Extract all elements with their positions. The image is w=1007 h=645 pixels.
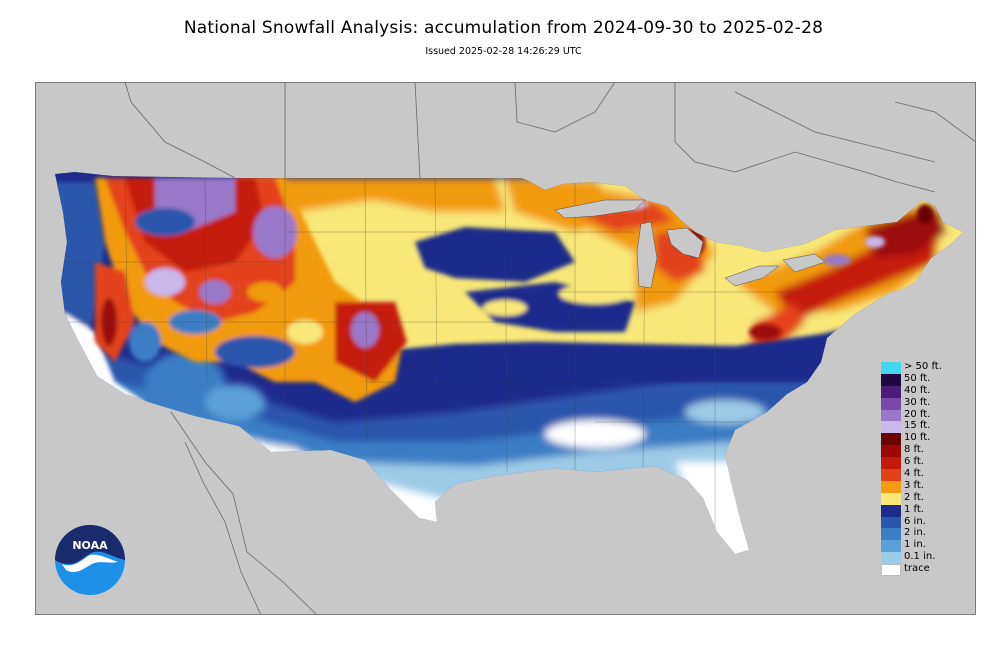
map-title: National Snowfall Analysis: accumulation… xyxy=(183,18,824,38)
legend-item: 10 ft. xyxy=(881,432,961,446)
legend-swatch xyxy=(881,528,901,541)
legend-item: 6 in. xyxy=(881,515,961,529)
legend-label: 40 ft. xyxy=(904,384,931,396)
legend-swatch xyxy=(881,480,901,493)
legend-label: 10 ft. xyxy=(904,432,931,444)
legend-swatch xyxy=(881,421,901,434)
legend-swatch xyxy=(881,409,901,422)
legend-item: 2 in. xyxy=(881,527,961,541)
legend-label: 30 ft. xyxy=(904,396,931,408)
legend-item: 30 ft. xyxy=(881,396,961,410)
legend-swatch xyxy=(881,492,901,505)
legend-item: > 50 ft. xyxy=(881,361,961,374)
legend-item: 15 ft. xyxy=(881,420,961,434)
legend-item: 3 ft. xyxy=(881,479,961,493)
legend-swatch xyxy=(881,373,901,386)
legend-swatch xyxy=(881,504,901,517)
legend-label: 6 ft. xyxy=(904,456,924,468)
legend-item: 8 ft. xyxy=(881,444,961,458)
legend-item: 1 ft. xyxy=(881,503,961,517)
legend-swatch xyxy=(881,445,901,458)
legend-swatch xyxy=(881,516,901,529)
legend-swatch xyxy=(881,457,901,470)
legend-label: 15 ft. xyxy=(904,420,931,432)
legend-swatch xyxy=(881,552,901,565)
legend-label: 4 ft. xyxy=(904,468,924,480)
snowfall-map xyxy=(35,82,976,615)
legend-swatch xyxy=(881,469,901,481)
legend-swatch xyxy=(881,385,901,398)
state-boundaries xyxy=(65,177,835,542)
legend-swatch xyxy=(881,362,901,374)
great-lakes xyxy=(554,199,826,289)
legend-item: 50 ft. xyxy=(881,372,961,386)
legend-item: 20 ft. xyxy=(881,408,961,422)
legend-label: 20 ft. xyxy=(904,408,931,420)
legend-swatch xyxy=(881,564,901,577)
legend-label: 2 in. xyxy=(904,527,926,539)
legend-item: 6 ft. xyxy=(881,456,961,470)
legend-swatch xyxy=(881,433,901,446)
legend-item: 1 in. xyxy=(881,539,961,553)
legend-label: trace xyxy=(904,563,930,575)
legend-item: 0.1 in. xyxy=(881,551,961,565)
legend-label: 1 in. xyxy=(904,539,926,551)
legend-label: 3 ft. xyxy=(904,479,924,491)
noaa-logo-text: NOAA xyxy=(72,539,108,552)
legend-label: 2 ft. xyxy=(904,491,924,503)
legend-label: 50 ft. xyxy=(904,372,931,384)
legend-swatch xyxy=(881,397,901,410)
legend-item: 40 ft. xyxy=(881,384,961,398)
legend-item: 2 ft. xyxy=(881,491,961,505)
legend-label: 0.1 in. xyxy=(904,551,936,563)
issued-timestamp: Issued 2025-02-28 14:26:29 UTC xyxy=(425,46,582,57)
legend-item: trace xyxy=(881,563,961,577)
legend-label: 1 ft. xyxy=(904,503,924,515)
legend-item: 4 ft. xyxy=(881,468,961,481)
snowfall-legend: > 50 ft. 50 ft. 40 ft. 30 ft. 20 ft. 15 ft. 10… xyxy=(881,361,961,577)
legend-label: > 50 ft. xyxy=(904,361,942,372)
legend-label: 8 ft. xyxy=(904,444,924,456)
neighbor-borders xyxy=(124,82,976,615)
noaa-logo: NOAA xyxy=(55,525,125,595)
legend-label: 6 in. xyxy=(904,515,926,527)
legend-swatch xyxy=(881,540,901,553)
map-frame xyxy=(35,82,976,615)
